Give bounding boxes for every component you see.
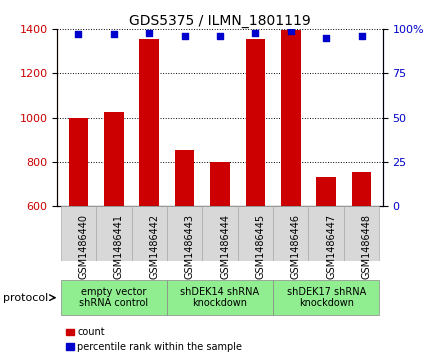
Bar [352, 172, 371, 206]
Text: protocol: protocol [3, 293, 48, 303]
Point [323, 35, 330, 41]
FancyBboxPatch shape [308, 206, 344, 261]
Text: GSM1486442: GSM1486442 [149, 214, 159, 280]
Point [75, 32, 82, 37]
Text: GSM1486447: GSM1486447 [326, 214, 336, 280]
Text: percentile rank within the sample: percentile rank within the sample [77, 342, 242, 352]
Text: GSM1486448: GSM1486448 [362, 214, 371, 280]
FancyBboxPatch shape [273, 206, 308, 261]
Title: GDS5375 / ILMN_1801119: GDS5375 / ILMN_1801119 [129, 14, 311, 28]
FancyBboxPatch shape [61, 206, 96, 261]
Text: GSM1486446: GSM1486446 [291, 214, 301, 280]
Point [252, 30, 259, 36]
FancyBboxPatch shape [238, 206, 273, 261]
Bar [69, 118, 88, 206]
Text: empty vector
shRNA control: empty vector shRNA control [79, 287, 148, 309]
Text: shDEK17 shRNA
knockdown: shDEK17 shRNA knockdown [286, 287, 366, 309]
Bar [139, 39, 159, 206]
FancyBboxPatch shape [132, 206, 167, 261]
Bar [281, 30, 301, 206]
Point [146, 30, 153, 36]
Bar [210, 162, 230, 206]
FancyBboxPatch shape [167, 206, 202, 261]
Bar [246, 39, 265, 206]
Text: count: count [77, 327, 105, 337]
Bar [66, 343, 74, 350]
Text: GSM1486443: GSM1486443 [185, 214, 194, 280]
Text: GSM1486440: GSM1486440 [78, 214, 88, 280]
Point [358, 33, 365, 39]
Text: GSM1486445: GSM1486445 [255, 214, 265, 280]
Text: shDEK14 shRNA
knockdown: shDEK14 shRNA knockdown [180, 287, 260, 309]
FancyBboxPatch shape [202, 206, 238, 261]
FancyBboxPatch shape [344, 206, 379, 261]
Point [181, 33, 188, 39]
Text: GSM1486441: GSM1486441 [114, 214, 124, 280]
Bar [66, 329, 74, 335]
FancyBboxPatch shape [96, 206, 132, 261]
Text: GSM1486444: GSM1486444 [220, 214, 230, 280]
Bar [104, 112, 124, 206]
FancyBboxPatch shape [61, 280, 167, 315]
FancyBboxPatch shape [273, 280, 379, 315]
Point [216, 33, 224, 39]
Bar [316, 177, 336, 206]
Bar [175, 150, 194, 206]
Point [110, 32, 117, 37]
Point [287, 28, 294, 34]
FancyBboxPatch shape [167, 280, 273, 315]
